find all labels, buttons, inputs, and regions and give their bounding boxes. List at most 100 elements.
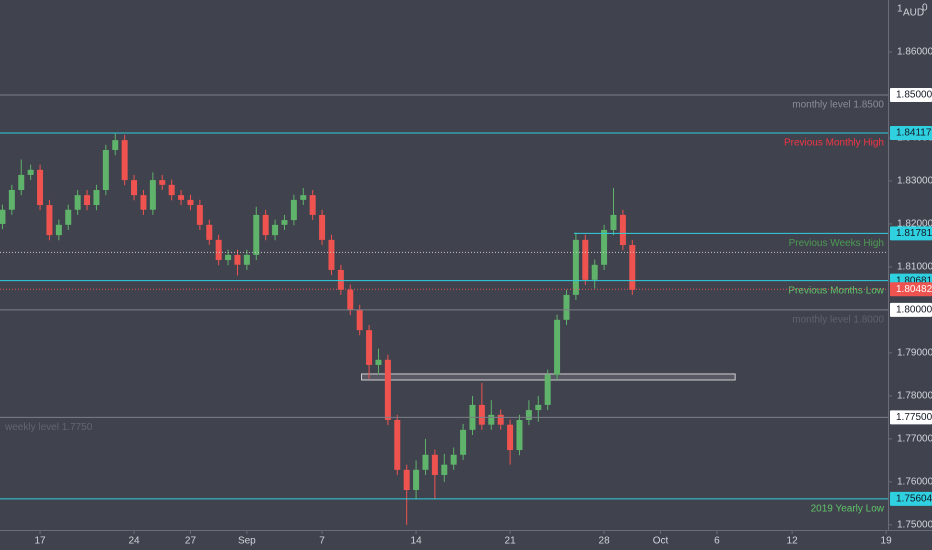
candle-body [225,254,232,261]
candle-body [629,245,636,290]
x-tick-label: Oct [653,536,669,547]
y-tick-label: 1.79000 [897,348,932,359]
candle-body [74,195,81,210]
candle-body [337,269,344,290]
candle-body [591,264,598,280]
candle-body [516,419,523,451]
x-tick-label: 24 [128,536,140,547]
candle-body [46,205,53,236]
candle-body [431,454,438,475]
x-tick-label: 6 [714,536,720,547]
candle-body [300,195,307,200]
candle-body [450,454,457,465]
level-label: Previous Monthly High [784,138,884,149]
x-tick-label: 28 [599,536,611,547]
x-tick-label: 27 [185,536,197,547]
candle-body [102,150,109,190]
candle-body [27,169,34,175]
price-tag [890,226,932,241]
candle-body [187,199,194,206]
candle-body [309,195,316,215]
candle-body [206,224,213,240]
candle-body [84,195,91,206]
candle-body [422,454,429,470]
level-label: weekly level 1.7750 [4,422,93,433]
candle-body [37,169,44,206]
candle-body [413,469,420,491]
price-tag-label: 1.80482 [896,284,932,295]
candle-body [55,224,62,236]
candle-body [168,184,175,196]
price-tag-label: 1.80681 [896,275,932,286]
candle-body [281,220,288,225]
y-tick-label: 1.81000 [897,262,932,273]
y-tick-label: 1.82000 [897,219,932,230]
candle-body [121,140,128,181]
candle-body [215,239,222,261]
candle-body [460,429,467,455]
candle-body [488,414,495,425]
price-tag [890,282,932,297]
candle-body [384,359,391,420]
price-tag-label: 1.75604 [896,494,932,505]
x-tick-label: 12 [787,536,799,547]
candle-body [0,209,6,224]
candle-body [253,214,260,255]
candle-body [290,199,297,221]
candle-body [601,229,608,265]
price-tag-label: 1.80000 [896,305,932,316]
candle-body [544,374,551,405]
candle-body [18,174,25,190]
price-tag [890,410,932,425]
candle-body [366,330,373,365]
price-tag [890,302,932,317]
candle-body [356,309,363,331]
level-label: monthly level 1.8000 [792,315,884,326]
level-label: monthly level 1.8500 [792,100,884,111]
candle-body [375,359,382,365]
candle-body [243,254,250,265]
candle-body [272,224,279,236]
candle-body [149,180,156,210]
candle-body [328,239,335,270]
candle-body [507,424,514,451]
candle-body [131,180,138,196]
candle-body [478,404,485,425]
x-tick-label: 17 [34,536,46,547]
candle-body [572,239,579,295]
candle-body [610,214,617,230]
candle-body [525,410,532,420]
level-label: Previous Months Low [788,285,884,296]
candle-body [563,294,570,320]
axis-note: 0 [922,3,928,14]
candle-body [8,189,15,210]
candle-body [441,464,448,475]
candle-body [234,254,241,265]
price-tag [890,87,932,102]
candle-body [159,180,166,185]
candle-body [394,419,401,470]
y-tick-label: 1.77000 [897,434,932,445]
y-tick-label: 1.78000 [897,391,932,402]
candle-body [535,404,542,411]
candle-body [347,289,354,310]
price-tag [890,491,932,506]
candle-body [619,214,626,246]
y-tick-label: 1.75000 [897,519,932,530]
price-tag-label: 1.77500 [896,412,932,423]
candle-body [319,214,326,240]
price-tag-label: 1.84117 [896,128,932,139]
price-tag-label: 1.81781 [896,228,932,239]
candle-body [112,140,119,151]
level-label: 2019 Yearly Low [811,504,885,515]
candle-body [403,469,410,491]
x-tick-label: Sep [238,536,256,547]
x-tick-label: 14 [411,536,423,547]
price-tag [890,125,932,140]
candle-body [554,319,561,375]
candle-body [140,195,147,210]
y-tick-label: 1.86000 [897,47,932,58]
x-tick-label: 19 [881,536,893,547]
